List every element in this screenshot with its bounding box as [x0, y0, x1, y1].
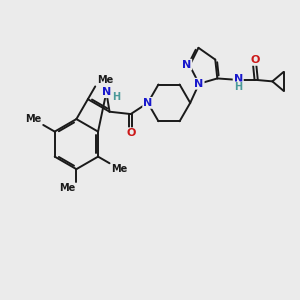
Text: O: O [126, 128, 135, 138]
Text: N: N [102, 87, 111, 97]
Text: Me: Me [97, 75, 113, 85]
Text: Me: Me [59, 183, 75, 193]
Text: N: N [194, 79, 204, 89]
Text: H: H [112, 92, 120, 103]
Text: N: N [234, 74, 243, 84]
Text: N: N [182, 60, 191, 70]
Text: O: O [250, 55, 260, 65]
Text: N: N [143, 98, 152, 108]
Text: Me: Me [26, 114, 42, 124]
Text: Me: Me [111, 164, 127, 174]
Text: H: H [235, 82, 243, 92]
